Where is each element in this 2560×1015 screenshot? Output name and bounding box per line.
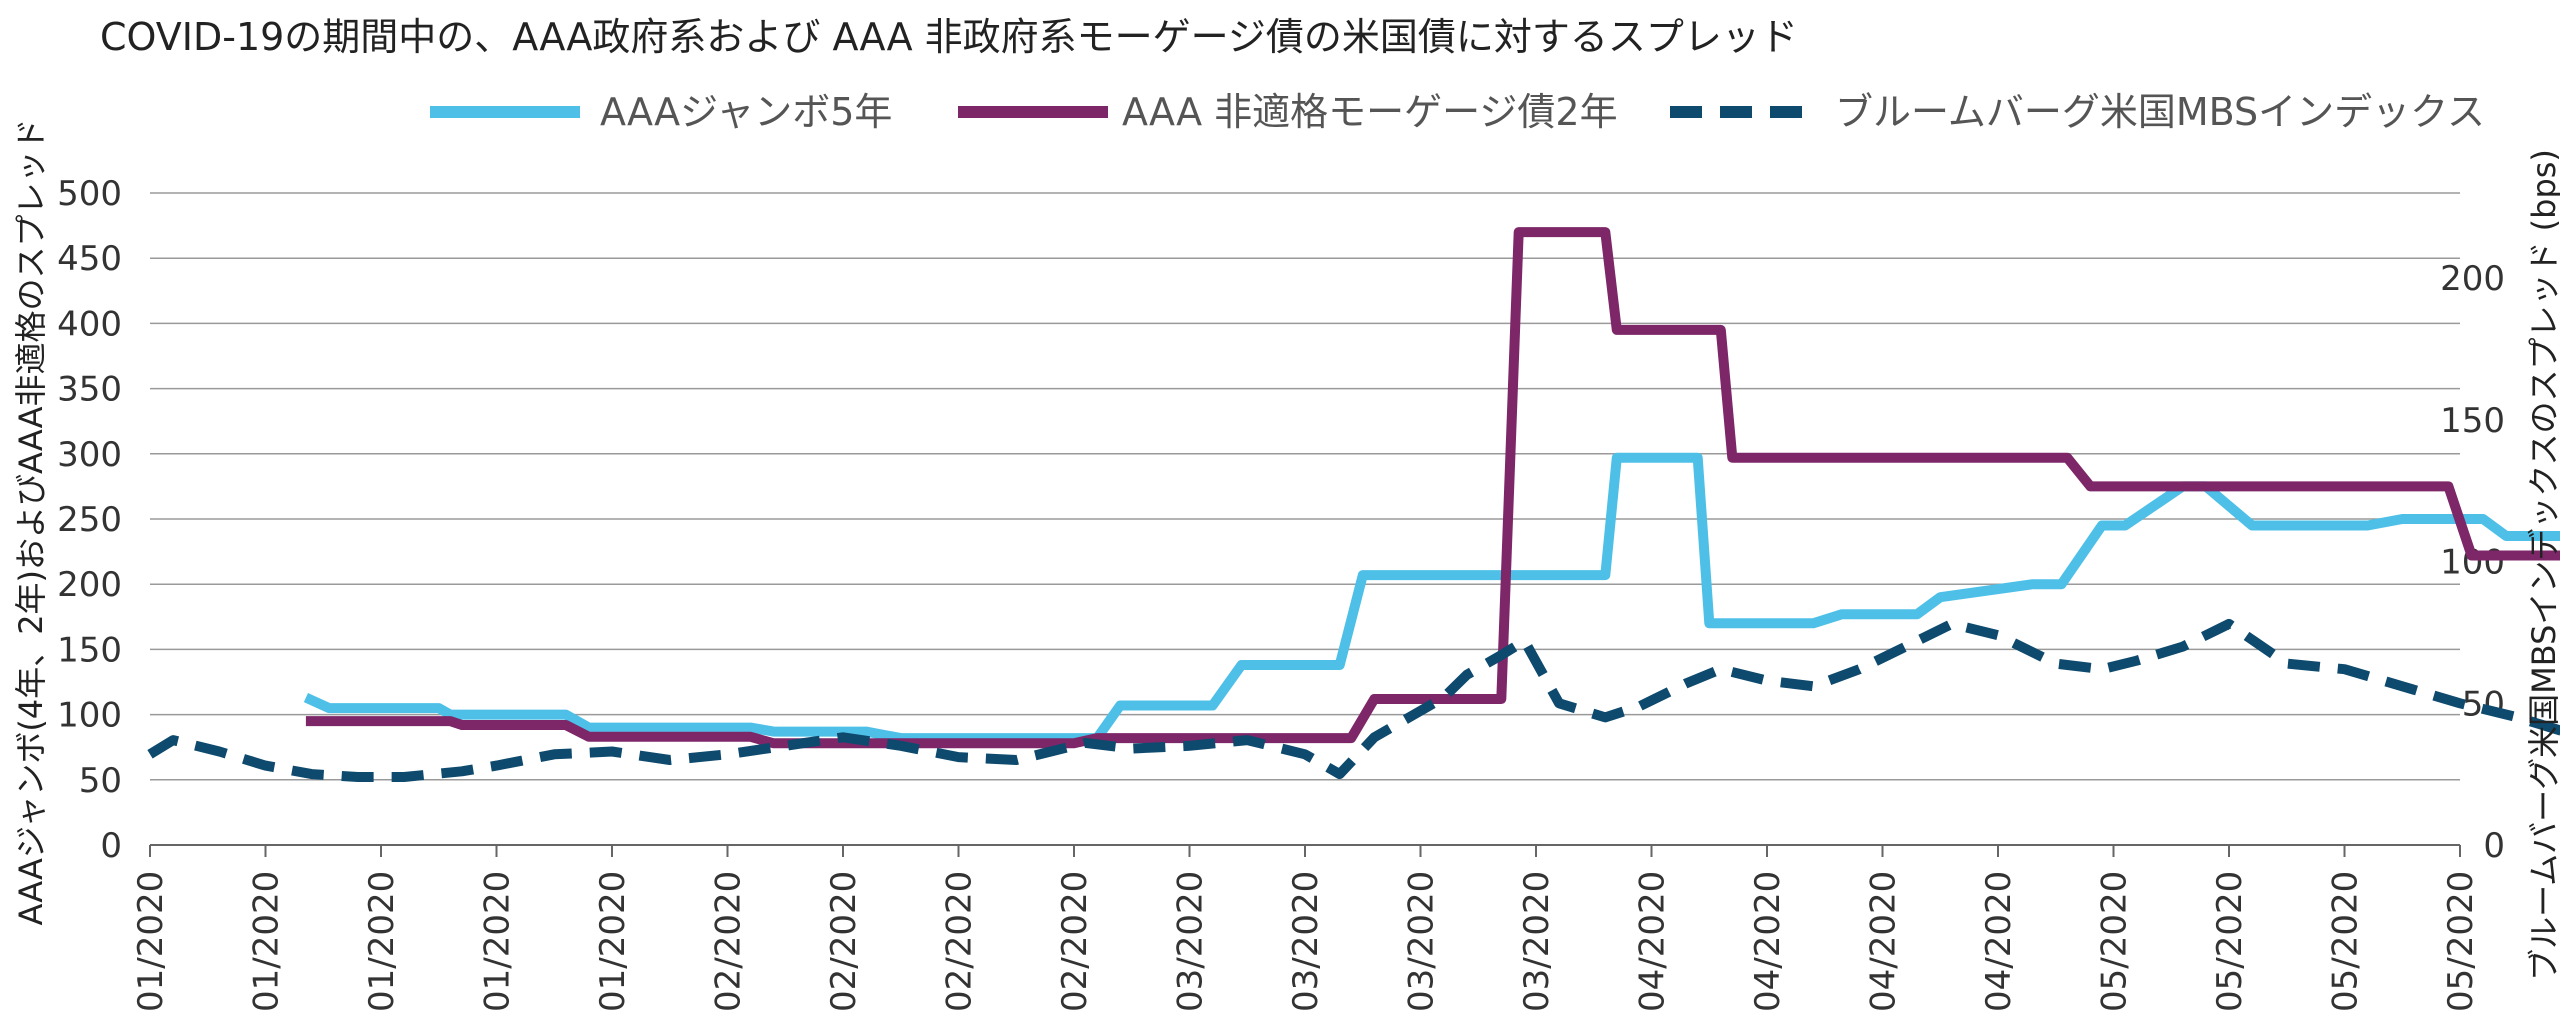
- series-lines: [147, 227, 2560, 782]
- left-axis-ticks: 0 50 100 150 200 250 300 350 400 450 500: [57, 174, 122, 866]
- x-tick-label: 03/2020: [1171, 871, 1211, 1012]
- x-tick-label: 03/2020: [1286, 871, 1326, 1012]
- left-axis-title: AAAジャンボ(4年、2年)およびAAA非適格のスプレッド: [12, 119, 50, 926]
- left-tick-label: 0: [100, 826, 122, 866]
- left-tick-label: 350: [57, 370, 122, 410]
- right-tick-label: 0: [2483, 826, 2505, 866]
- x-tick-label: 03/2020: [1402, 871, 1442, 1012]
- left-tick-label: 400: [57, 304, 122, 344]
- series-line-1: [303, 452, 2560, 744]
- x-tick-label: 03/2020: [1517, 871, 1557, 1012]
- x-axis-ticks: 01/2020 01/2020 01/2020 01/2020 01/2020 02/20…: [131, 845, 2481, 1012]
- x-tick-label: 01/2020: [478, 871, 518, 1012]
- x-tick-label: 02/2020: [709, 871, 749, 1012]
- series-line-3: [147, 618, 2560, 782]
- x-tick-label: 04/2020: [1748, 871, 1788, 1012]
- legend-label-1: AAAジャンボ5年: [600, 90, 892, 134]
- left-tick-label: 50: [79, 761, 122, 801]
- x-tick-label: 05/2020: [2210, 871, 2250, 1012]
- x-tick-label: 04/2020: [1864, 871, 1904, 1012]
- right-tick-label: 150: [2440, 401, 2505, 441]
- x-tick-label: 02/2020: [940, 871, 980, 1012]
- x-tick-label: 01/2020: [247, 871, 287, 1012]
- gridlines: [150, 192, 2460, 846]
- x-tick-label: 02/2020: [824, 871, 864, 1012]
- x-tick-label: 01/2020: [593, 871, 633, 1012]
- legend-label-2: AAA 非適格モーゲージ債2年: [1122, 90, 1618, 134]
- right-tick-label: 200: [2440, 259, 2505, 299]
- left-tick-label: 450: [57, 239, 122, 279]
- x-tick-label: 04/2020: [1633, 871, 1673, 1012]
- chart-title: COVID-19の期間中の、AAA政府系および AAA 非政府系モーゲージ債の米…: [100, 15, 1798, 59]
- x-tick-label: 04/2020: [1979, 871, 2019, 1012]
- left-tick-label: 150: [57, 630, 122, 670]
- left-tick-label: 200: [57, 565, 122, 605]
- x-tick-label: 02/2020: [1055, 871, 1095, 1012]
- x-tick-label: 01/2020: [362, 871, 402, 1012]
- x-tick-label: 05/2020: [2441, 871, 2481, 1012]
- x-tick-label: 05/2020: [2095, 871, 2135, 1012]
- left-tick-label: 100: [57, 696, 122, 736]
- x-tick-label: 01/2020: [131, 871, 171, 1012]
- left-tick-label: 300: [57, 435, 122, 475]
- right-axis-title: ブルームバーグ米国MBSインデックスのスプレッド (bps): [2525, 149, 2560, 981]
- legend-label-3: ブルームバーグ米国MBSインデックス: [1835, 90, 2485, 134]
- left-tick-label: 250: [57, 500, 122, 540]
- x-tick-label: 05/2020: [2326, 871, 2366, 1012]
- legend: AAAジャンボ5年 AAA 非適格モーゲージ債2年 ブルームバーグ米国MBSインデッ…: [430, 90, 2485, 134]
- left-tick-label: 500: [57, 174, 122, 214]
- series-line-2: [305, 227, 2560, 749]
